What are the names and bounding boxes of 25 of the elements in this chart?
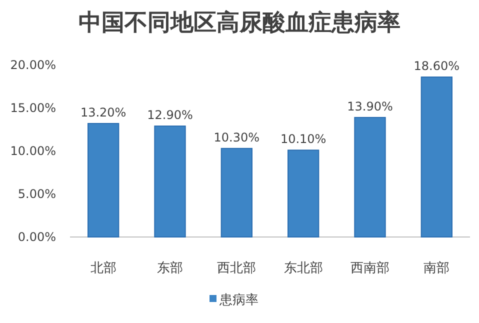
data-label: 13.20% xyxy=(80,105,126,120)
x-tick-label: 西北部 xyxy=(217,261,256,276)
y-tick-label: 20.00% xyxy=(10,58,56,72)
x-tick-label: 北部 xyxy=(90,261,116,276)
bar xyxy=(354,116,386,238)
data-label: 13.90% xyxy=(347,99,393,114)
y-tick-label: 10.00% xyxy=(10,144,56,158)
x-tick-label: 东北部 xyxy=(284,261,323,276)
y-tick-label: 5.00% xyxy=(18,187,56,201)
data-label: 12.90% xyxy=(147,108,193,122)
y-tick-label: 15.00% xyxy=(10,101,56,115)
legend-label: 患病率 xyxy=(218,292,258,308)
bar xyxy=(420,76,452,238)
x-tick-label: 东部 xyxy=(157,261,183,276)
chart-title: 中国不同地区高尿酸血症患病率 xyxy=(78,9,400,35)
bar xyxy=(288,150,320,238)
x-tick-label: 南部 xyxy=(424,261,450,276)
bar xyxy=(220,148,252,238)
data-label: 10.10% xyxy=(280,132,326,146)
x-tick-label: 西南部 xyxy=(350,261,390,276)
bar xyxy=(88,122,120,238)
y-tick-label: 0.00% xyxy=(18,230,56,244)
data-label: 10.30% xyxy=(214,130,260,144)
data-label: 18.60% xyxy=(414,59,460,74)
bar xyxy=(154,126,186,238)
